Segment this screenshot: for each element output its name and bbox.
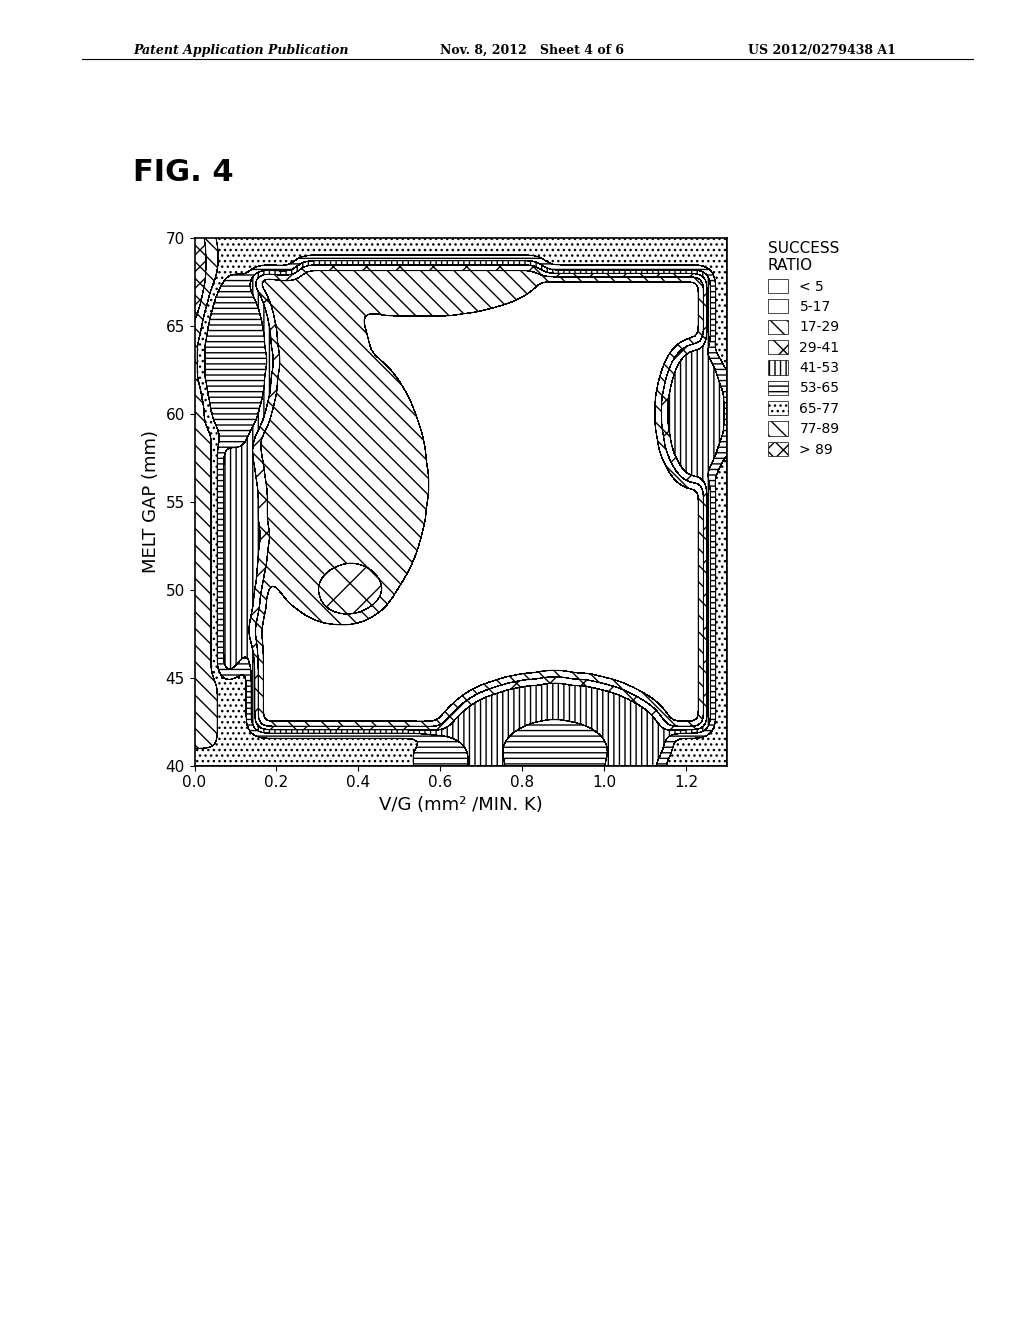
Legend: < 5, 5-17, 17-29, 29-41, 41-53, 53-65, 65-77, 77-89, > 89: < 5, 5-17, 17-29, 29-41, 41-53, 53-65, 6… bbox=[761, 234, 847, 463]
Text: Patent Application Publication: Patent Application Publication bbox=[133, 44, 348, 57]
Text: Nov. 8, 2012   Sheet 4 of 6: Nov. 8, 2012 Sheet 4 of 6 bbox=[440, 44, 625, 57]
X-axis label: V/G (mm² /MIN. K): V/G (mm² /MIN. K) bbox=[379, 796, 543, 814]
Y-axis label: MELT GAP (mm): MELT GAP (mm) bbox=[142, 430, 160, 573]
Text: FIG. 4: FIG. 4 bbox=[133, 158, 233, 187]
Text: US 2012/0279438 A1: US 2012/0279438 A1 bbox=[748, 44, 895, 57]
